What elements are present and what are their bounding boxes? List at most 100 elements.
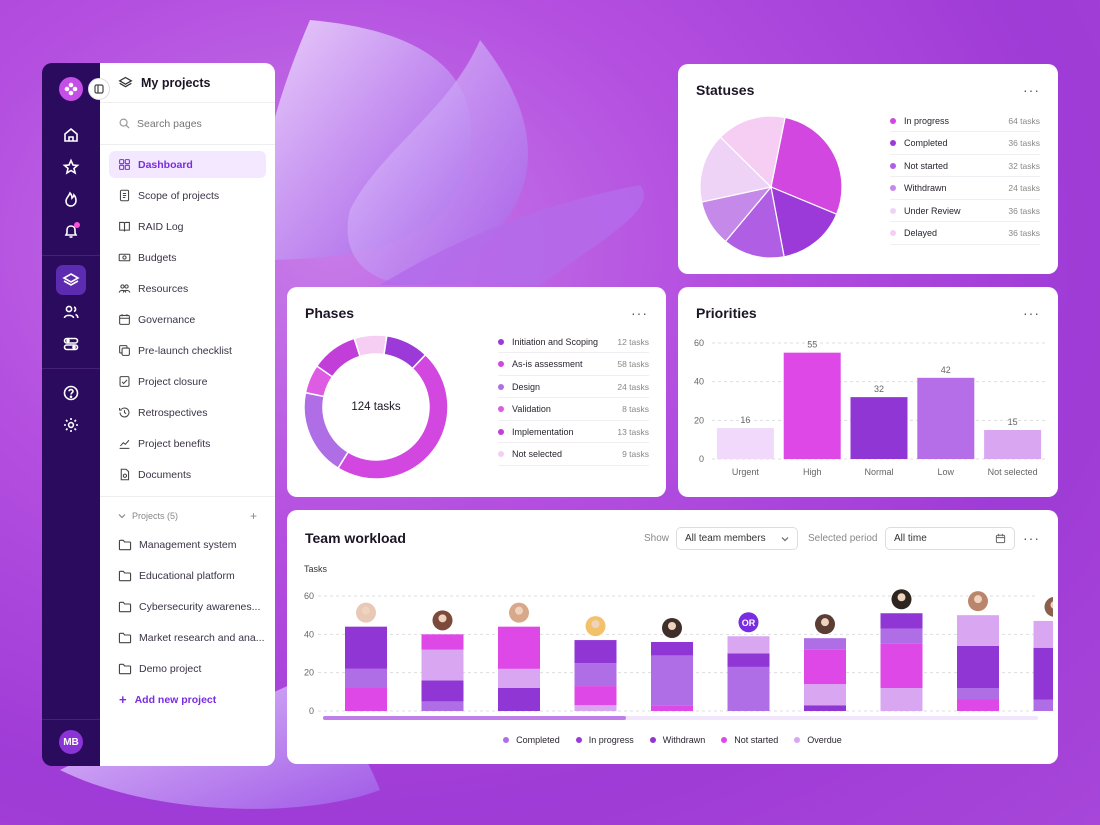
project-item[interactable]: Demo project — [109, 655, 266, 682]
workload-bar-segment[interactable] — [880, 643, 923, 688]
workload-bar-segment[interactable] — [1033, 699, 1054, 712]
help-icon[interactable] — [56, 378, 86, 408]
workload-bar-segment[interactable] — [651, 655, 693, 706]
sidebar-item-resources[interactable]: Resources — [109, 275, 266, 302]
workload-bar-segment[interactable] — [1033, 620, 1054, 648]
project-item[interactable]: Market research and ana... — [109, 624, 266, 651]
bar-low[interactable] — [917, 377, 975, 459]
bar-normal[interactable] — [850, 397, 908, 459]
priorities-menu-button[interactable]: ··· — [1023, 305, 1040, 321]
sidebar-item-governance[interactable]: Governance — [109, 306, 266, 333]
toggles-icon[interactable] — [56, 329, 86, 359]
workload-bar-segment[interactable] — [727, 636, 770, 654]
workload-bar-segment[interactable] — [804, 638, 846, 650]
workload-bar-segment[interactable] — [345, 688, 387, 711]
scroll-thumb[interactable] — [323, 716, 626, 720]
workload-bar-segment[interactable] — [957, 699, 999, 712]
workload-bar-segment[interactable] — [498, 688, 540, 711]
workload-bar-segment[interactable] — [880, 688, 923, 711]
sidebar-item-documents[interactable]: Documents — [109, 461, 266, 488]
member-avatar[interactable] — [584, 615, 607, 638]
workload-bar-segment[interactable] — [727, 666, 770, 711]
pie-slice-under-review[interactable] — [699, 136, 773, 203]
sidebar-item-raid-log[interactable]: RAID Log — [109, 213, 266, 240]
bar-urgent[interactable] — [716, 428, 774, 459]
add-project-plus-icon[interactable]: + — [249, 509, 257, 523]
app-logo-icon[interactable] — [59, 77, 83, 101]
donut-segment-not-selected[interactable] — [353, 334, 388, 358]
projects-header[interactable]: Projects (5) + — [109, 505, 266, 527]
home-icon[interactable] — [56, 120, 86, 150]
sidebar-item-project-closure[interactable]: Project closure — [109, 368, 266, 395]
workload-bar-segment[interactable] — [957, 615, 999, 646]
workload-bar-segment[interactable] — [880, 628, 923, 644]
project-label: Cybersecurity awarenes... — [139, 600, 261, 613]
workload-bar-segment[interactable] — [574, 663, 617, 687]
workload-bar-segment[interactable] — [574, 686, 617, 706]
statuses-menu-button[interactable]: ··· — [1023, 82, 1040, 98]
member-avatar[interactable] — [431, 609, 454, 632]
member-avatar[interactable] — [890, 588, 913, 611]
workload-bar-segment[interactable] — [421, 680, 464, 702]
phases-menu-button[interactable]: ··· — [631, 305, 648, 321]
member-avatar[interactable]: OR — [737, 611, 760, 634]
workload-bar-segment[interactable] — [421, 649, 464, 681]
user-avatar[interactable]: MB — [59, 730, 83, 754]
project-item[interactable]: Educational platform — [109, 562, 266, 589]
workload-bar-segment[interactable] — [498, 668, 540, 688]
member-avatar[interactable] — [967, 590, 989, 613]
workload-bar-segment[interactable] — [345, 668, 387, 688]
project-item[interactable]: Management system — [109, 531, 266, 558]
members-select[interactable]: All team members — [676, 527, 798, 550]
pie-slice-completed[interactable] — [770, 186, 838, 258]
sidebar-item-dashboard[interactable]: Dashboard — [109, 151, 266, 178]
member-avatar[interactable] — [1043, 596, 1054, 618]
bar-high[interactable] — [783, 352, 841, 459]
project-item[interactable]: Cybersecurity awarenes... — [109, 593, 266, 620]
workload-bar-segment[interactable] — [651, 705, 693, 711]
collapse-sidebar-button[interactable] — [88, 78, 110, 100]
member-avatar[interactable] — [814, 613, 836, 636]
workload-bar-segment[interactable] — [421, 634, 464, 650]
users-icon[interactable] — [56, 297, 86, 327]
workload-bar-segment[interactable] — [957, 645, 999, 688]
fire-icon[interactable] — [56, 184, 86, 214]
pie-slice-delayed[interactable] — [719, 115, 786, 189]
workload-bar-segment[interactable] — [1033, 647, 1054, 700]
sidebar-item-scope-of-projects[interactable]: Scope of projects — [109, 182, 266, 209]
add-new-project-button[interactable]: + Add new project — [109, 686, 266, 713]
workload-bar-segment[interactable] — [727, 653, 770, 667]
workload-menu-button[interactable]: ··· — [1023, 530, 1040, 546]
layers-icon[interactable] — [56, 265, 86, 295]
donut-segment-implementation[interactable] — [315, 337, 361, 378]
sidebar-item-project-benefits[interactable]: Project benefits — [109, 430, 266, 457]
workload-bar-segment[interactable] — [574, 705, 617, 711]
workload-bar-segment[interactable] — [345, 626, 387, 669]
member-avatar[interactable] — [661, 617, 683, 639]
sidebar-item-retrospectives[interactable]: Retrospectives — [109, 399, 266, 426]
workload-bar-segment[interactable] — [880, 613, 923, 629]
document-icon — [119, 189, 130, 202]
sidebar-item-budgets[interactable]: Budgets — [109, 244, 266, 271]
workload-bar-segment[interactable] — [804, 649, 846, 685]
workload-bar-segment[interactable] — [498, 626, 540, 669]
donut-segment-as-is-assessment[interactable] — [337, 353, 449, 480]
workload-bar-segment[interactable] — [804, 705, 846, 711]
project-label: Demo project — [139, 662, 202, 675]
workload-bar-segment[interactable] — [651, 642, 693, 656]
workload-bar-segment[interactable] — [957, 688, 999, 700]
pie-slice-in-progress[interactable] — [770, 116, 843, 215]
member-avatar[interactable] — [508, 601, 530, 624]
member-avatar[interactable] — [355, 601, 377, 624]
settings-icon[interactable] — [56, 410, 86, 440]
search-input[interactable] — [137, 117, 257, 130]
pie-slice-not-started[interactable] — [724, 185, 785, 259]
workload-bar-segment[interactable] — [804, 684, 846, 706]
workload-bar-segment[interactable] — [574, 640, 617, 664]
workload-bar-segment[interactable] — [421, 701, 464, 711]
period-select[interactable]: All time — [885, 527, 1015, 550]
bar-not-selected[interactable] — [984, 430, 1042, 459]
star-icon[interactable] — [56, 152, 86, 182]
sidebar-item-pre-launch-checklist[interactable]: Pre-launch checklist — [109, 337, 266, 364]
bell-icon[interactable] — [56, 216, 86, 246]
